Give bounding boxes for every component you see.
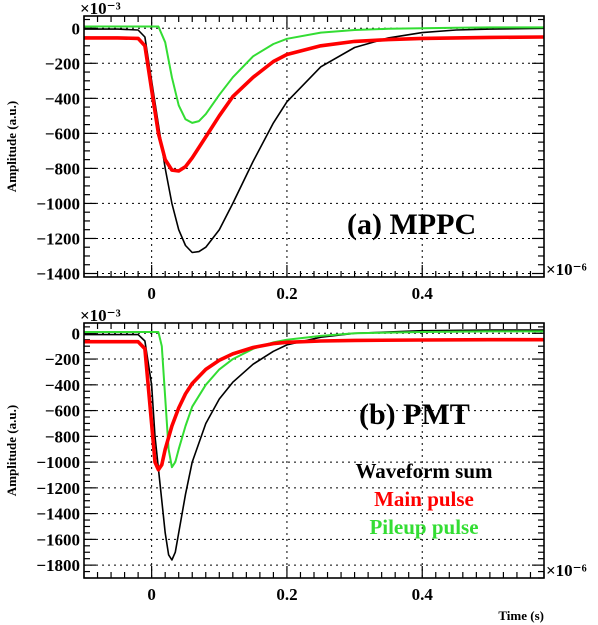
x-exponent-label: ×10⁻⁶ xyxy=(546,260,587,279)
series-group xyxy=(84,329,544,561)
y-exponent-label: ×10⁻³ xyxy=(80,306,121,325)
x-tick-label: 0.4 xyxy=(412,585,434,604)
y-tick-label: −1200 xyxy=(36,479,80,498)
panel-pmt: 0 −200 −400 −600 −800 −1000 −1200 −1400 −1600 −18… xyxy=(4,306,587,623)
panel-title-mppc: (a) MPPC xyxy=(347,208,476,241)
y-tick-label: −800 xyxy=(45,159,80,178)
y-axis-label: Amplitude (a.u.) xyxy=(4,101,19,192)
x-axis-label: Time (s) xyxy=(498,608,544,623)
y-tick-label: 0 xyxy=(72,19,81,38)
legend-main-pulse: Main pulse xyxy=(374,487,474,511)
y-tick-label: −1800 xyxy=(36,556,80,575)
panel-title-pmt: (b) PMT xyxy=(359,398,470,431)
y-tick-label: −800 xyxy=(45,427,80,446)
y-tick-label: −1400 xyxy=(36,505,80,524)
y-tick-label: −1000 xyxy=(36,194,80,213)
panel-mppc: 0 −200 −400 −600 −800 −1000 −1200 −1400 0 0.2 0.4 A… xyxy=(4,0,587,303)
series-line-waveform-sum xyxy=(84,329,544,561)
series-line-pileup-pulse xyxy=(84,330,544,469)
plot-frame xyxy=(83,322,545,579)
series-line-main-pulse xyxy=(84,337,544,472)
plot-area xyxy=(84,323,544,578)
y-tick-label: −1400 xyxy=(36,264,80,283)
y-tick-label: −600 xyxy=(45,124,80,143)
y-tick-label: −400 xyxy=(45,376,80,395)
x-tick-label: 0.2 xyxy=(276,585,297,604)
legend-waveform-sum: Waveform sum xyxy=(355,459,493,483)
y-tick-label: −200 xyxy=(45,54,80,73)
series-line-pileup-pulse xyxy=(84,25,544,124)
y-tick-label: 0 xyxy=(72,324,81,343)
y-tick-label: −1000 xyxy=(36,453,80,472)
y-tick-label: −200 xyxy=(45,350,80,369)
y-tick-label: −400 xyxy=(45,89,80,108)
y-tick-label: −600 xyxy=(45,402,80,421)
y-tick-label: −1200 xyxy=(36,229,80,248)
x-tick-label: 0.4 xyxy=(412,284,434,303)
x-tick-label: 0 xyxy=(147,284,156,303)
series-group xyxy=(84,25,544,254)
legend-pileup-pulse: Pileup pulse xyxy=(369,515,478,539)
y-axis-label: Amplitude (a.u.) xyxy=(4,405,19,496)
legend: Waveform sum Main pulse Pileup pulse xyxy=(355,459,493,539)
series-line-main-pulse xyxy=(84,35,544,173)
x-tick-label: 0.2 xyxy=(276,284,297,303)
x-tick-label: 0 xyxy=(147,585,156,604)
y-exponent-label: ×10⁻³ xyxy=(80,0,121,18)
x-exponent-label: ×10⁻⁶ xyxy=(546,561,587,580)
plot-frame xyxy=(83,15,545,278)
y-tick-label: −1600 xyxy=(36,530,80,549)
